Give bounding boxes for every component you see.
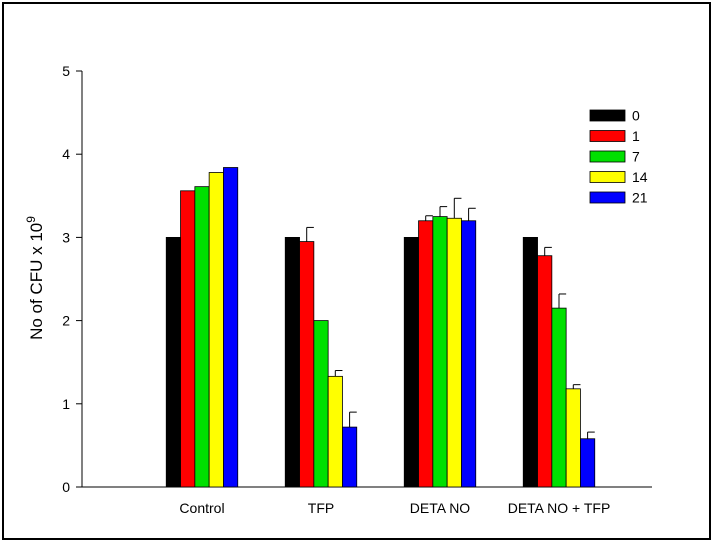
y-tick-label: 0: [62, 479, 70, 495]
category-label: TFP: [308, 500, 334, 516]
bar-14-control: [208, 172, 224, 488]
category-label: DETA NO: [410, 500, 471, 516]
category-labels: Control TFP DETA NO DETA NO + TFP: [179, 500, 610, 516]
y-tick-label: 5: [62, 63, 70, 79]
legend-swatch-14: [589, 171, 626, 183]
category-label: Control: [179, 500, 224, 516]
legend-label-0: 0: [632, 108, 640, 124]
legend: 0 1 7 14 21: [589, 108, 648, 206]
legend-swatch-1: [589, 130, 626, 142]
legend-swatch-7: [589, 150, 626, 163]
y-tick-label: 3: [62, 229, 70, 245]
error-bars: [306, 197, 595, 439]
bar-7-deta-no-tfp: [551, 307, 567, 488]
legend-label-14: 14: [632, 169, 648, 185]
legend-swatch-21: [589, 191, 626, 204]
bar-0-control: [165, 236, 181, 488]
y-tick-label: 2: [62, 313, 70, 329]
bar-21-deta-no: [461, 220, 477, 488]
y-tick-label: 4: [62, 146, 70, 162]
bar-14-deta-no: [446, 217, 462, 488]
legend-label-21: 21: [632, 190, 648, 206]
y-ticks: 0 1 2 3 4 5: [62, 63, 82, 495]
bar-0-deta-no: [403, 236, 419, 488]
legend-swatch-0: [589, 109, 626, 122]
bar-21-control: [223, 167, 239, 488]
bar-7-control: [194, 186, 210, 488]
bar-14-tfp: [327, 375, 343, 488]
y-axis-label-exponent: 9: [24, 216, 38, 223]
bar-21-deta-no-tfp: [580, 438, 596, 488]
bar-7-deta-no: [432, 216, 448, 488]
legend-label-1: 1: [632, 128, 640, 144]
bar-1-deta-no: [418, 220, 434, 488]
legend-label-7: 7: [632, 149, 640, 165]
bar-21-tfp: [342, 426, 358, 488]
y-axis-label: No of CFU x 109: [24, 216, 46, 340]
bar-1-tfp: [299, 241, 315, 488]
bar-0-tfp: [284, 236, 300, 488]
bars: [165, 167, 596, 488]
bar-1-deta-no-tfp: [537, 255, 553, 488]
bar-0-deta-no-tfp: [522, 236, 538, 488]
y-axis-label-text: No of CFU x 10: [27, 223, 46, 340]
bar-7-tfp: [313, 320, 329, 488]
y-tick-label: 1: [62, 396, 70, 412]
bar-1-control: [180, 190, 196, 488]
category-label: DETA NO + TFP: [508, 500, 611, 516]
bar-14-deta-no-tfp: [565, 388, 581, 488]
